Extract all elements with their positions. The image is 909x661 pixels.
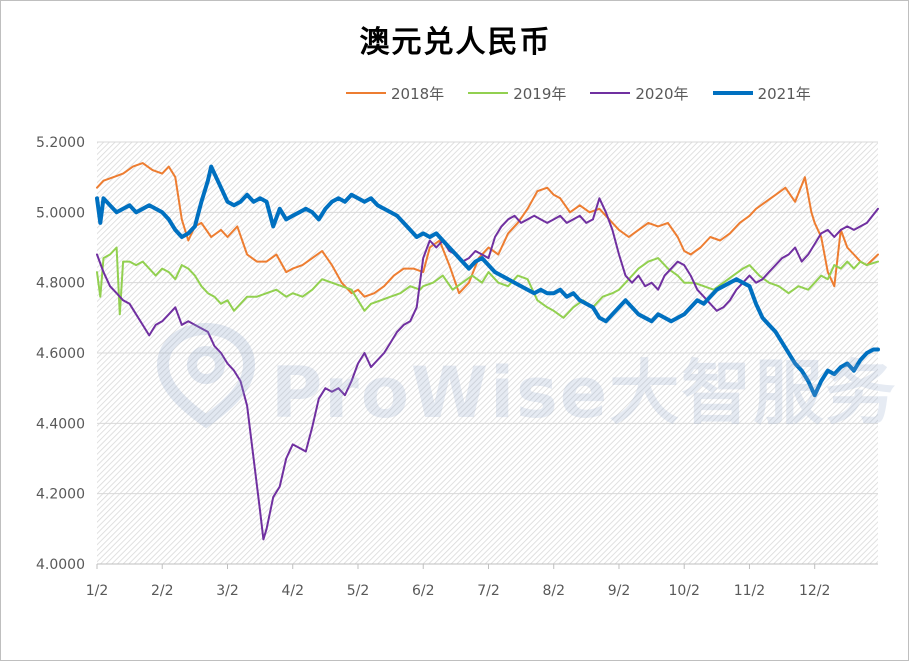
legend-swatch (590, 92, 631, 94)
chart-legend: 2018年 2019年 2020年 2021年 (346, 83, 835, 103)
series-line-2021年 (95, 164, 880, 398)
x-tick-label: 7/2 (477, 583, 500, 599)
y-tick-label: 5.2000 (36, 135, 85, 151)
legend-swatch (468, 92, 509, 94)
series-line-2019年 (96, 246, 879, 319)
legend-item: 2020年 (590, 83, 689, 104)
x-tick-label: 1/2 (86, 583, 109, 599)
axes (96, 563, 878, 569)
x-tick-label: 2/2 (151, 583, 174, 599)
legend-item: 2019年 (468, 83, 566, 104)
x-tick-label: 8/2 (542, 583, 565, 599)
legend-label: 2019年 (513, 84, 567, 103)
x-tick-label: 9/2 (608, 583, 631, 599)
x-tick-label: 5/2 (347, 583, 370, 599)
legend-swatch (712, 91, 753, 95)
legend-swatch (346, 92, 386, 94)
x-tick-labels: 1/2 2/2 3/2 4/2 5/2 6/2 7/2 8/2 9/2 10/2 11/2 12/2 (86, 583, 831, 599)
legend-label: 2020年 (635, 84, 689, 103)
y-tick-label: 4.0000 (36, 557, 85, 573)
x-tick-label: 11/2 (734, 583, 765, 599)
legend-item: 2021年 (712, 83, 811, 104)
x-tick-label: 4/2 (281, 583, 304, 599)
y-tick-label: 4.8000 (36, 276, 85, 292)
x-tick-label: 10/2 (668, 583, 699, 599)
chart-title: 澳元兑人民币 (359, 25, 552, 60)
series-lines (95, 162, 880, 541)
y-tick-label: 5.0000 (36, 205, 85, 221)
legend-label: 2018年 (391, 84, 445, 103)
legend-item: 2018年 (346, 83, 444, 104)
y-tick-labels: 4.0000 4.2000 4.4000 4.6000 4.8000 5.0000 5.20… (36, 135, 85, 573)
x-tick-label: 6/2 (412, 583, 435, 599)
y-tick-label: 4.4000 (36, 416, 85, 432)
y-tick-label: 4.2000 (36, 487, 85, 503)
y-tick-label: 4.6000 (36, 346, 85, 362)
x-tick-label: 3/2 (216, 583, 239, 599)
legend-label: 2021年 (757, 84, 811, 103)
x-tick-label: 12/2 (799, 583, 830, 599)
series-line-2018年 (96, 162, 879, 298)
